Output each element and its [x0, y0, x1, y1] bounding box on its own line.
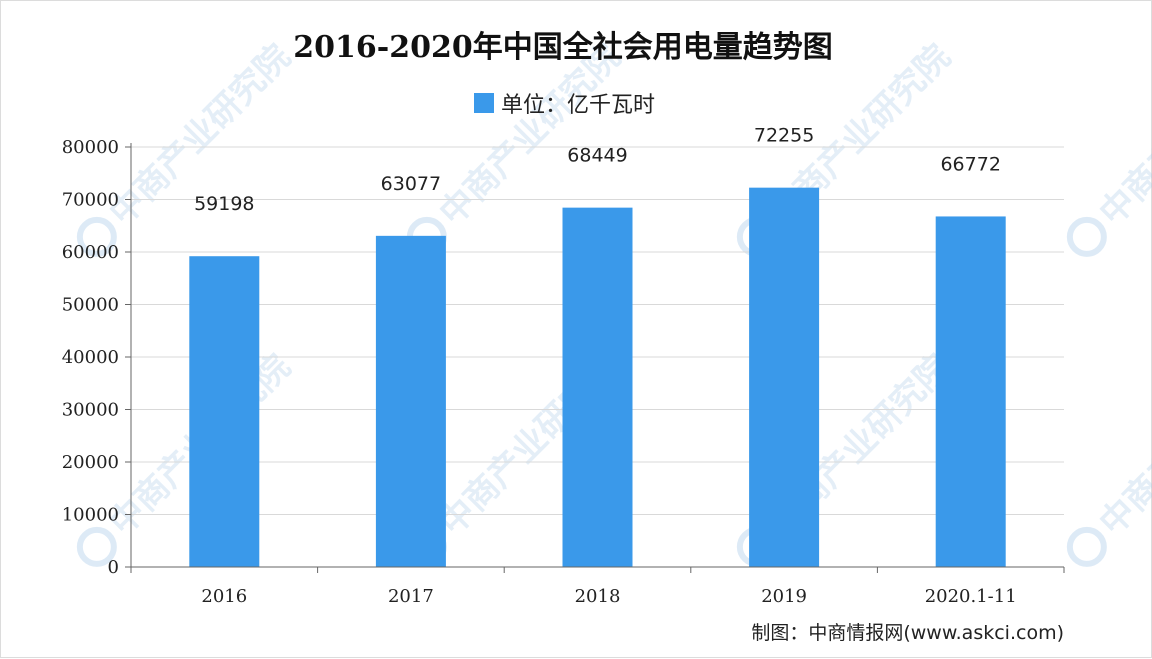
y-tick-label: 0	[108, 557, 119, 578]
x-tick-label: 2020.1-11	[925, 586, 1017, 607]
data-label: 68449	[567, 145, 627, 167]
y-tick-label: 20000	[62, 452, 119, 473]
bars	[189, 187, 1006, 567]
y-tick-label: 80000	[62, 137, 119, 158]
y-tick-label: 50000	[62, 295, 119, 316]
watermark-text: 中商产业研究院	[1092, 347, 1152, 544]
x-tick-label: 2017	[388, 586, 434, 607]
x-axis-ticks: 2016 2017 2018 2019 2020.1-11	[130, 567, 1065, 607]
y-tick-label: 60000	[62, 242, 119, 263]
bar-2019	[749, 187, 820, 567]
watermark-text: 中商产业研究院	[1092, 37, 1152, 234]
data-label: 63077	[381, 173, 441, 195]
bar-2020.1-11	[935, 216, 1006, 567]
bar-2018	[562, 207, 633, 567]
data-labels: 59198 63077 68449 72255 66772	[194, 125, 1001, 216]
x-tick-label: 2019	[761, 586, 807, 607]
legend: 单位：亿千瓦时	[474, 93, 655, 118]
watermark-logo-icon	[76, 216, 117, 257]
y-tick-label: 30000	[62, 400, 119, 421]
y-tick-label: 40000	[62, 347, 119, 368]
watermark-logo-icon	[1066, 526, 1107, 567]
data-label: 59198	[194, 193, 254, 215]
x-tick-label: 2016	[201, 586, 247, 607]
watermark-logo-icon	[76, 526, 117, 567]
watermark-text: 中商产业研究院	[432, 37, 629, 234]
y-axis-ticks: 0 10000 20000 30000 40000 50000 60000 70000 8000…	[62, 137, 131, 578]
legend-swatch	[474, 93, 494, 113]
data-label: 66772	[940, 153, 1000, 175]
watermark-mark: 中商产业研究院	[1066, 347, 1152, 567]
axes	[130, 143, 1064, 568]
y-tick-label: 10000	[62, 505, 119, 526]
source-note: 制图：中商情报网(www.askci.com)	[751, 622, 1064, 644]
x-tick-label: 2018	[575, 586, 621, 607]
watermark-logo-icon	[1066, 216, 1107, 257]
chart-title: 2016-2020年中国全社会用电量趋势图	[293, 30, 832, 65]
bar-2017	[375, 235, 446, 567]
data-label: 72255	[754, 125, 814, 147]
y-tick-label: 70000	[62, 190, 119, 211]
watermark-mark: 中商产业研究院	[1066, 37, 1152, 257]
bar-2016	[189, 256, 260, 567]
legend-label: 单位：亿千瓦时	[501, 93, 655, 118]
